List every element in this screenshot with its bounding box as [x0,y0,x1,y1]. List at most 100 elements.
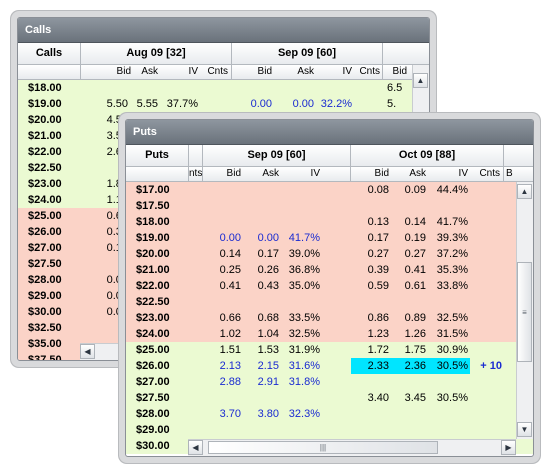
contracts-cell [470,310,502,326]
bid-cell [351,374,389,390]
puts-expiry1-header[interactable]: Sep 09 [60] [247,149,306,161]
iv-cell: 32.3% [288,408,320,420]
contracts-cell [470,422,502,438]
puts-cnts2-label: Cnts [479,168,500,179]
calls-title: Calls [18,18,429,43]
table-row[interactable]: $26.00 2.13 2.15 31.6% 2.33 2.36 30.5% + 10 [126,358,533,374]
ask-cell: 0.19 [404,232,426,244]
ask-cell [389,294,426,310]
strike-cell: $18.00 [28,82,62,94]
strike-cell: $22.00 [136,280,170,292]
table-row[interactable]: $18.00 0.13 0.14 41.7% [126,214,533,230]
calls-bid3-label: Bid [392,66,407,77]
bid-cell: 4.50 [106,114,128,126]
puts-title: Puts [126,120,533,145]
ask-cell [241,214,279,230]
ask-cell: 1.26 [404,328,426,340]
puts-sub-header: nts Bid Ask IV Bid Ask IV Cnts B [126,167,533,182]
iv-cell [426,422,468,438]
iv-cell: 37.7% [166,98,198,110]
iv-cell [426,294,468,310]
iv-cell: 31.5% [436,328,468,340]
calls-sub-header: Bid Ask IV Cnts Bid Ask IV Cnts Bid [18,65,429,80]
arrow-up-icon[interactable]: ▲ [517,184,532,199]
table-row[interactable]: $17.00 0.08 0.09 44.4% [126,182,533,198]
puts-expiry2-header[interactable]: Oct 09 [88] [398,149,456,161]
table-row[interactable]: $27.50 3.40 3.45 30.5% [126,390,533,406]
bid-cell: 0.86 [367,312,389,324]
arrow-down-icon[interactable]: ▼ [517,422,532,437]
puts-partial-cnts-label: nts [189,168,203,179]
iv-cell [279,390,320,406]
scroll-grip-icon[interactable]: ||| [208,441,438,454]
bid-cell: 0.01 [106,290,128,302]
strike-cell: $17.50 [136,200,170,212]
ask-cell [389,422,426,438]
strike-cell: $37.50 [28,354,62,361]
strike-cell: $22.50 [28,162,62,174]
iv-cell [426,198,468,214]
table-row[interactable]: $21.00 0.25 0.26 36.8% 0.39 0.41 35.3% [126,262,533,278]
puts-vertical-scrollbar[interactable]: ▲ ≡ ▼ [516,182,533,439]
table-row[interactable]: $22.00 0.41 0.43 35.0% 0.59 0.61 33.8% [126,278,533,294]
arrow-right-icon[interactable]: ▶ [501,440,516,455]
puts-strike-header[interactable]: Puts [145,149,169,161]
ask-cell: 1.53 [257,344,279,356]
bid-cell: 6.5 [387,82,403,94]
contracts-cell [470,198,502,214]
bid-cell: 0.00 [250,98,272,110]
arrow-left-icon[interactable]: ◀ [188,440,203,455]
bid-cell: 3.70 [219,408,241,420]
table-row[interactable]: $27.00 2.88 2.91 31.8% [126,374,533,390]
bid-cell: 0.08 [367,184,389,196]
table-row[interactable]: $19.00 0.00 0.00 41.7% 0.17 0.19 39.3% [126,230,533,246]
table-row[interactable]: $22.50 [126,294,533,310]
calls-expiry2-header[interactable]: Sep 09 [60] [277,47,337,59]
iv-cell: 35.0% [288,280,320,292]
ask-cell [128,80,158,96]
ask-cell: 2.15 [257,360,279,372]
puts-table-body: $17.00 0.08 0.09 44.4% $17.50 $18.00 0.13 0.14 4… [126,182,533,454]
scroll-grip-icon[interactable]: ≡ [517,262,532,362]
ask-cell: 0.43 [257,280,279,292]
bid-cell: 0.25 [219,264,241,276]
table-row[interactable]: $17.50 [126,198,533,214]
table-row[interactable]: $19.00 5.50 5.55 37.7% 0.00 0.00 32.2% 5. [18,96,429,112]
bid-cell: 0.12 [106,242,128,254]
iv-cell [426,406,468,422]
iv-cell: 33.8% [436,280,468,292]
iv-cell [279,198,320,214]
iv-cell [279,182,320,198]
table-row[interactable]: $18.00 6.5 [18,80,429,96]
puts-horizontal-scrollbar[interactable]: ◀ ||| ▶ [188,439,516,456]
table-row[interactable]: $23.00 0.66 0.68 33.5% 0.86 0.89 32.5% [126,310,533,326]
contracts-cell: + 10 [480,360,502,372]
contracts-cell [470,342,502,358]
bid-cell [203,198,241,214]
selected-quote-highlight[interactable] [351,358,470,374]
ask-cell: 5.55 [136,98,158,110]
calls-expiry1-header[interactable]: Aug 09 [32] [126,47,186,59]
strike-cell: $29.00 [136,424,170,436]
contracts-cell [470,326,502,342]
calls-strike-header[interactable]: Calls [35,47,63,59]
calls-ask1-label: Ask [141,66,158,77]
table-row[interactable]: $24.00 1.02 1.04 32.5% 1.23 1.26 31.5% [126,326,533,342]
table-row[interactable]: $20.00 0.14 0.17 39.0% 0.27 0.27 37.2% [126,246,533,262]
arrow-left-icon[interactable]: ◀ [80,344,95,359]
table-row[interactable]: $25.00 1.51 1.53 31.9% 1.72 1.75 30.9% [126,342,533,358]
bid-cell: 0.30 [106,226,128,238]
ask-cell: 0.09 [404,184,426,196]
table-row[interactable]: $28.00 3.70 3.80 32.3% [126,406,533,422]
puts-next-label: B [506,168,513,179]
bid-cell [203,294,241,310]
table-row[interactable]: $29.00 [126,422,533,438]
strike-cell: $28.00 [136,408,170,420]
bid-cell: 1.72 [367,344,389,356]
ask-cell [241,182,279,198]
strike-cell: $30.00 [28,306,62,318]
calls-iv2-label: IV [342,66,352,77]
contracts-cell [470,390,502,406]
arrow-up-icon[interactable]: ▲ [413,73,428,88]
puts-ask1-label: Ask [262,168,279,179]
